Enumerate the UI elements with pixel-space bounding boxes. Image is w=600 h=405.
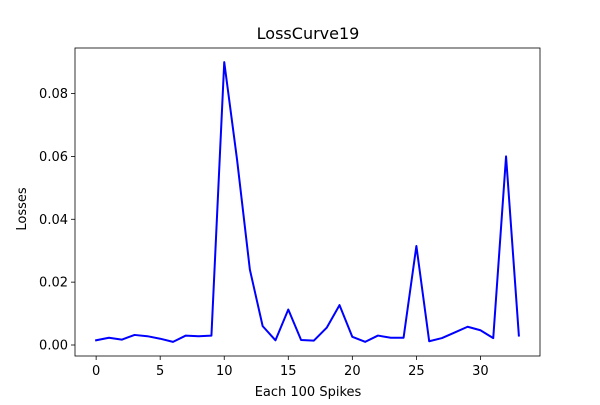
x-tick-label: 0 [92,364,100,379]
y-tick-label: 0.04 [39,213,68,228]
y-axis-label: Losses [15,187,30,231]
y-tick-label: 0.06 [39,150,68,165]
plot-frame [74,47,541,357]
x-axis-label: Each 100 Spikes [255,385,362,400]
x-tick-label: 10 [216,364,233,379]
x-tick-label: 25 [408,364,425,379]
y-tick-label: 0.02 [39,276,68,291]
x-tick-label: 20 [344,364,361,379]
x-tick-label: 30 [472,364,489,379]
series-line-0 [94,61,520,343]
y-tick-label: 0.08 [39,87,68,102]
chart-title: LossCurve19 [257,24,360,43]
y-tick-label: 0.00 [39,339,68,354]
x-tick-label: 5 [156,364,164,379]
x-tick-label: 15 [280,364,297,379]
